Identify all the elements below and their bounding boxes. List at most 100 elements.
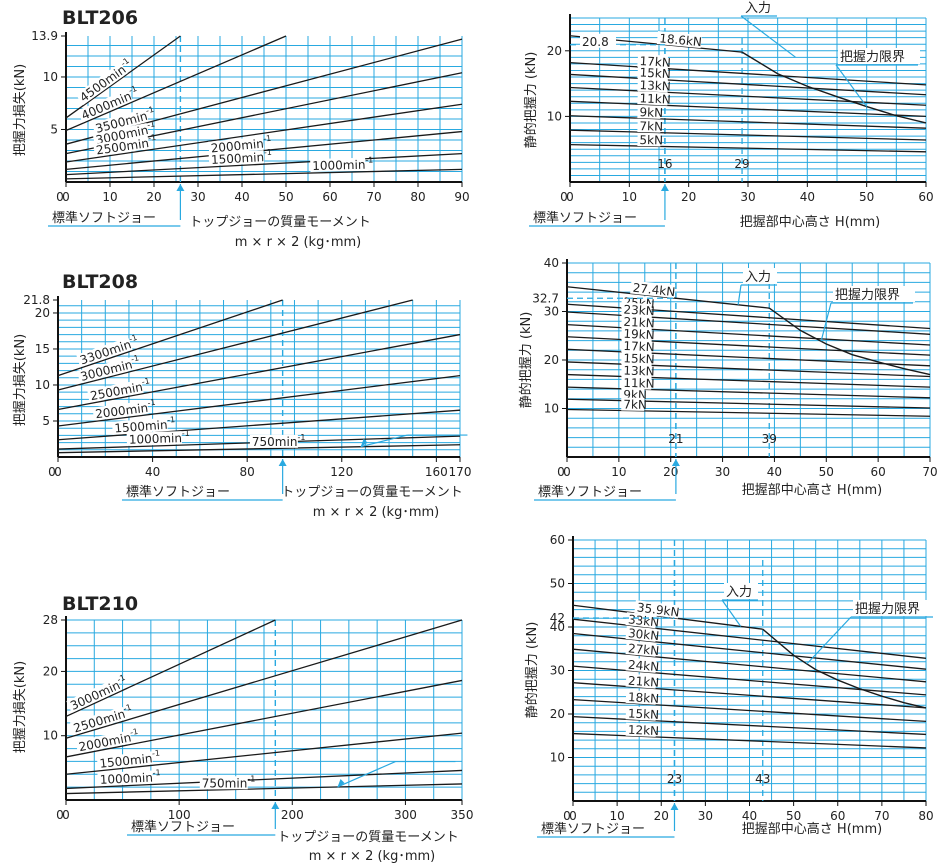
y-axis-label: 把握力損失(kN) — [13, 64, 28, 156]
series-label-7kn: 7kN — [637, 119, 663, 134]
y-tick-label: 10 — [43, 70, 58, 84]
y-axis-label: 把握力損失(kN) — [13, 661, 28, 753]
x-axis-label: 把握部中心高さ H(mm) — [740, 214, 880, 230]
series-label-text: 18kN — [628, 690, 660, 706]
y-tick-label: 40 — [544, 256, 559, 270]
series-line-2000min-1 — [65, 679, 463, 758]
series-line-1500min-1 — [65, 732, 463, 775]
series-label-text: 30kN — [627, 626, 659, 643]
series-label-exp: -1 — [263, 134, 272, 144]
series-label-text: 23kN — [623, 302, 655, 318]
series-label-750min-1: 750min-1 — [199, 774, 255, 790]
series-label-bg — [637, 119, 661, 133]
x-tick-label: 10 — [622, 190, 637, 204]
x-tick-label: 30 — [190, 190, 205, 204]
series-label-bg — [208, 150, 265, 167]
y-tick-label: 10 — [544, 402, 559, 416]
x-tick-label: 0 — [62, 808, 70, 822]
series-label-text: 12kN — [628, 723, 660, 738]
y-tick-label: 15 — [35, 342, 50, 356]
x-tick-label: 80 — [240, 465, 255, 479]
chart-title: BLT210 — [62, 593, 138, 615]
input-label-bg — [724, 583, 758, 599]
reference-value: 42 — [550, 611, 565, 625]
series-line-3300min-1 — [57, 299, 283, 377]
series-label-7kn: 7kN — [621, 397, 647, 412]
reference-label-29: 29 — [734, 157, 749, 171]
series-label-bg — [75, 730, 132, 754]
series-label-text: 21kN — [628, 674, 660, 690]
x-tick-label: 20 — [146, 190, 161, 204]
series-label-23kn: 23kN — [621, 302, 655, 318]
x-axis-label: 把握部中心高さ H(mm) — [742, 821, 882, 837]
x-tick-label: 40 — [800, 190, 815, 204]
series-line-7kn — [569, 129, 927, 141]
standard-jaw-arrow — [671, 459, 680, 466]
limit-label-bg — [853, 600, 935, 616]
series-label-bg — [93, 136, 150, 157]
x-tick-label: 0 — [566, 190, 574, 204]
series-line-13kn — [569, 86, 927, 106]
series-label-bg — [621, 397, 645, 411]
chart-title: BLT208 — [62, 271, 138, 293]
series-label-bg — [621, 302, 652, 318]
x-tick-label: 0 — [563, 465, 571, 479]
series-label-text: 2000min-1 — [210, 134, 272, 156]
standard-jaw-label: 標準ソフトジョー — [131, 819, 235, 835]
x-tick-label: 40 — [145, 465, 160, 479]
series-label-27-4kn: 27.4kN — [630, 280, 676, 299]
series-label-text: 18.6kN — [659, 31, 703, 49]
reference-label-39: 39 — [762, 432, 777, 446]
input-leader — [737, 284, 742, 305]
series-label-bg — [621, 326, 652, 341]
reference-value-bg — [580, 33, 616, 48]
series-label-bg — [66, 678, 122, 713]
limit-label: 把握力限界 — [855, 602, 920, 617]
x-tick-label: 40 — [234, 190, 249, 204]
series-label-19kn: 19kN — [621, 326, 655, 342]
series-line-15kn — [569, 73, 927, 96]
series-line-3000min-1 — [57, 299, 413, 391]
x-tick-label: 120 — [330, 465, 353, 479]
x-tick-label: 10 — [611, 465, 626, 479]
series-line-4500min-1 — [65, 35, 181, 119]
limit-label-bg — [833, 286, 915, 302]
series-label-text: 13kN — [623, 364, 655, 379]
series-label-bg — [621, 314, 652, 330]
series-label-text: 17kN — [623, 339, 655, 354]
y-tick-label: 5 — [50, 122, 58, 136]
series-label-exp: -1 — [148, 133, 157, 143]
series-label-text: 11kN — [639, 91, 671, 106]
series-label-exp: -1 — [145, 105, 155, 116]
series-line-3000min-1 — [65, 619, 276, 718]
y-tick-label: 50 — [550, 577, 565, 591]
series-line-2000min-1 — [57, 374, 461, 427]
series-line-2500min-1 — [65, 619, 463, 739]
x-tick-label: 80 — [918, 809, 933, 823]
series-label-bg — [69, 706, 127, 736]
series-label-1500min-1: 1500min-1 — [111, 415, 176, 436]
series-label-bg — [75, 62, 128, 106]
series-label-text: 27kN — [627, 641, 659, 658]
series-label-35-9kn: 35.9kN — [634, 600, 680, 620]
series-label-text: 1500min-1 — [211, 148, 273, 167]
series-label-exp: -1 — [116, 673, 127, 685]
series-line-2000min-1 — [65, 130, 463, 171]
x-tick-label: 30 — [740, 190, 755, 204]
limit-leader — [820, 302, 832, 342]
series-label-bg — [625, 625, 657, 642]
chart-blt208-grip: 0 10 20 30 40 50 60 70 0 10 20 30 40 把握部中心高さ H(mm) 静的把… — [518, 256, 938, 501]
input-label-bg — [743, 268, 777, 284]
series-label-text: 7kN — [623, 398, 647, 412]
series-label-33kn: 33kN — [625, 612, 660, 630]
series-label-bg — [87, 379, 144, 403]
standard-jaw-arrow — [670, 803, 679, 810]
series-label-bg — [625, 706, 657, 721]
series-label-24kn: 24kN — [625, 657, 660, 674]
series-label-exp: -1 — [167, 415, 176, 425]
series-label-bg — [126, 431, 182, 446]
limit-label: 把握力限界 — [840, 50, 905, 65]
series-label-exp: -1 — [297, 433, 305, 442]
series-label-bg — [625, 673, 657, 689]
